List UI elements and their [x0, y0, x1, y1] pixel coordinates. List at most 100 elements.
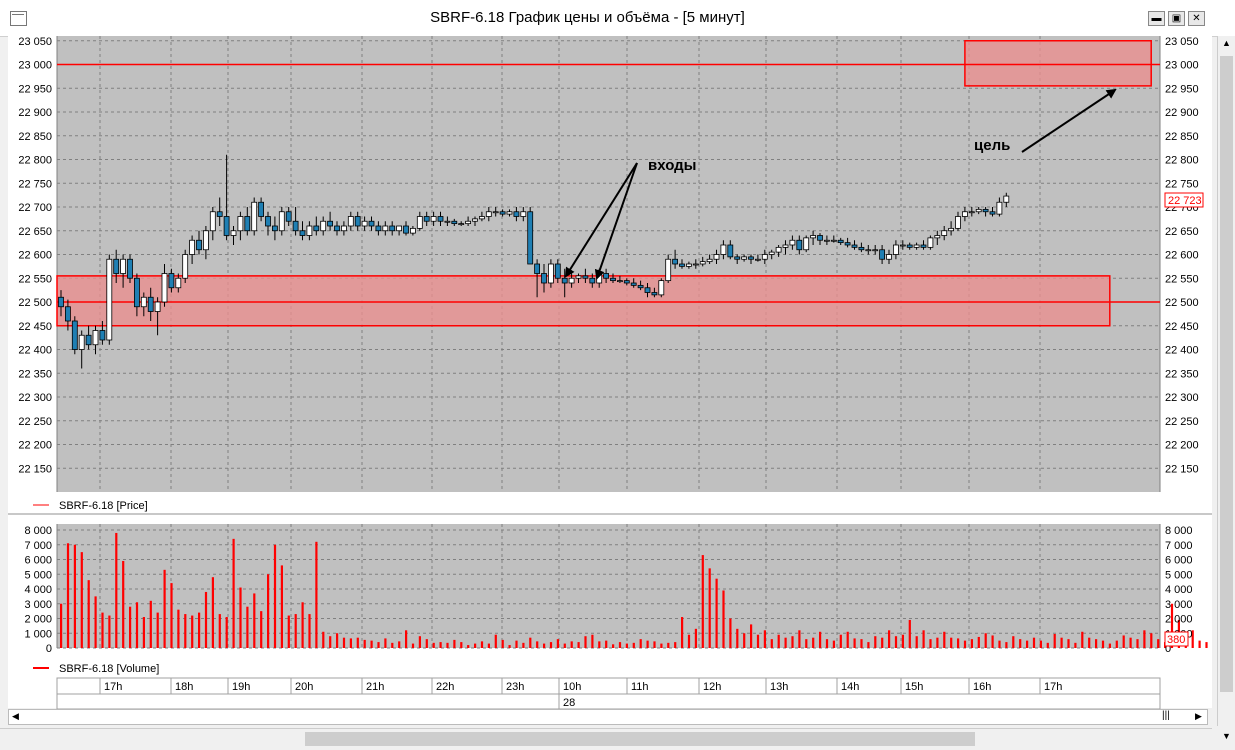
candle	[541, 264, 547, 293]
volume-bar	[881, 637, 884, 648]
volume-bar	[1067, 639, 1070, 648]
candle	[824, 235, 830, 245]
candle	[755, 254, 761, 262]
candle-body	[133, 277, 140, 308]
candle	[982, 207, 989, 217]
candle-body	[478, 216, 485, 220]
volume-bar	[991, 635, 994, 648]
volume-bar	[701, 555, 704, 648]
volume-bar	[839, 634, 842, 648]
price-tick-left: 22 550	[18, 273, 52, 285]
volume-bar	[129, 606, 132, 648]
candle-body	[554, 263, 561, 279]
candle-body	[913, 244, 920, 248]
candle	[113, 249, 120, 283]
time-tick-label: 18h	[175, 681, 193, 693]
volume-bar	[929, 639, 932, 648]
candle-body	[699, 261, 706, 265]
scroll-down-icon[interactable]: ▼	[1222, 731, 1231, 741]
volume-bar	[950, 637, 953, 648]
volume-tick-right: 2 000	[1165, 614, 1193, 626]
price-tick-left: 22 500	[18, 297, 52, 309]
candle	[686, 261, 692, 269]
candle-body	[168, 273, 175, 289]
candle	[941, 226, 948, 241]
volume-bar	[384, 638, 387, 648]
scroll-grip-icon[interactable]: |||	[1162, 710, 1170, 721]
volume-bar	[1039, 640, 1042, 648]
price-tick-right: 22 400	[1165, 345, 1199, 357]
close-button[interactable]: ✕	[1188, 11, 1205, 26]
price-tick-left: 23 000	[18, 60, 52, 72]
candle-body	[527, 211, 534, 265]
price-tick-right: 22 200	[1165, 440, 1199, 452]
window-scroll-thumb[interactable]	[305, 732, 975, 746]
volume-bar	[204, 591, 208, 648]
volume-bar	[322, 631, 325, 648]
candle-body	[71, 320, 78, 350]
volume-bar	[87, 580, 90, 648]
candle	[292, 207, 299, 236]
volume-bar	[474, 643, 477, 648]
candle-body	[182, 254, 189, 279]
price-tick-right: 22 450	[1165, 321, 1199, 333]
chart-horizontal-scrollbar[interactable]: ◀ ||| ▶	[8, 709, 1208, 725]
scroll-up-icon[interactable]: ▲	[1222, 38, 1231, 48]
candle-body	[768, 251, 775, 255]
candle-body	[658, 280, 665, 296]
window-vertical-scrollbar[interactable]: ▲ ▼	[1217, 36, 1235, 741]
candle-body	[575, 275, 582, 279]
volume-bar	[1129, 637, 1132, 648]
volume-bar	[874, 636, 877, 648]
volume-bar	[494, 634, 497, 648]
restore-button[interactable]: ▣	[1168, 11, 1185, 26]
candle-body	[637, 284, 644, 289]
volume-bar	[149, 600, 152, 648]
volume-bar	[1122, 635, 1125, 648]
volume-bar	[480, 641, 484, 648]
window-horizontal-scrollbar[interactable]	[0, 728, 1212, 749]
volume-bar	[108, 615, 111, 648]
candle	[851, 240, 858, 250]
candle	[886, 249, 892, 264]
candle	[306, 221, 313, 241]
window-vscroll-thumb[interactable]	[1220, 56, 1233, 692]
candle-body	[223, 216, 230, 236]
candle	[451, 218, 458, 226]
candle-body	[244, 216, 251, 232]
price-tick-right: 22 900	[1165, 107, 1199, 119]
time-tick-label: 19h	[232, 681, 250, 693]
window-icon[interactable]	[10, 11, 27, 26]
chart-canvas[interactable]: 23 050 23 050 23 000 23 000 22 950 22 950 22 9…	[0, 0, 1212, 710]
volume-bar	[888, 630, 891, 648]
candle-body	[85, 334, 92, 346]
candle	[216, 197, 223, 226]
volume-bar	[867, 642, 870, 648]
candle-body	[837, 239, 844, 244]
candle	[334, 221, 340, 236]
candle	[278, 207, 285, 236]
volume-bar	[687, 634, 691, 648]
volume-bar	[653, 641, 656, 648]
candle-body	[761, 254, 768, 260]
scroll-right-icon[interactable]: ▶	[1195, 711, 1202, 721]
candle-body	[927, 237, 934, 248]
volume-bar	[922, 630, 925, 648]
volume-bar	[708, 568, 711, 648]
candle	[120, 254, 126, 288]
volume-bar	[777, 634, 780, 648]
candle	[844, 237, 851, 248]
minimize-button[interactable]: ▬	[1148, 11, 1165, 26]
volume-bar	[135, 602, 139, 648]
candle	[65, 299, 71, 331]
volume-bar	[156, 612, 159, 648]
volume-bar	[694, 628, 697, 648]
volume-bar	[784, 637, 787, 648]
candle-body	[175, 277, 182, 289]
target-zone	[964, 40, 1152, 87]
candle	[513, 207, 520, 222]
candle-body	[375, 225, 382, 232]
candle-body	[858, 246, 865, 251]
volume-bar	[646, 640, 649, 648]
scroll-left-icon[interactable]: ◀	[12, 711, 19, 721]
